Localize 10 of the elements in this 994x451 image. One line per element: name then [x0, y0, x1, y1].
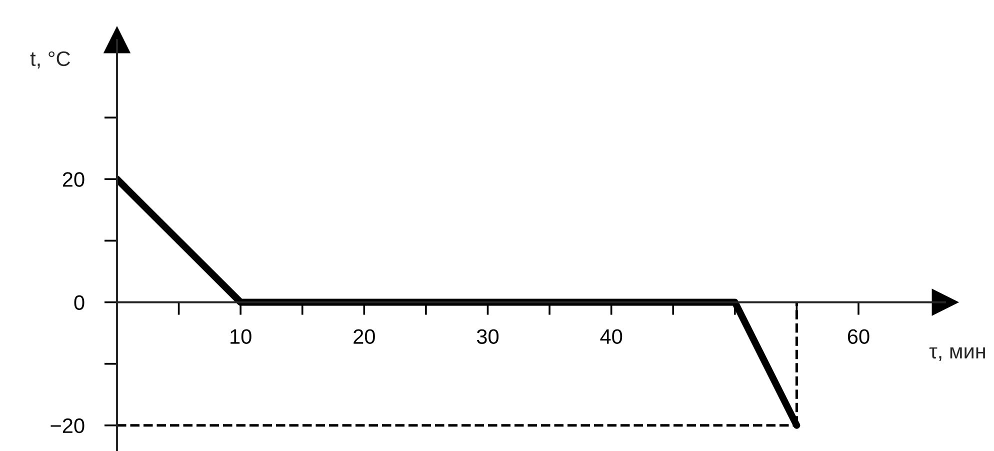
y-tick-label: −20 — [50, 418, 84, 434]
x-tick-label: 30 — [476, 329, 499, 344]
x-tick-label: 10 — [230, 329, 252, 344]
x-tick-label: 40 — [600, 329, 622, 344]
y-axis-title: t, °C — [30, 51, 70, 69]
x-axis-title: τ, мин — [929, 347, 985, 362]
y-tick-label: 20 — [62, 172, 84, 187]
x-tick-label: 60 — [848, 329, 870, 344]
y-tick-label: 0 — [74, 295, 84, 310]
x-tick-label: 20 — [354, 329, 375, 344]
